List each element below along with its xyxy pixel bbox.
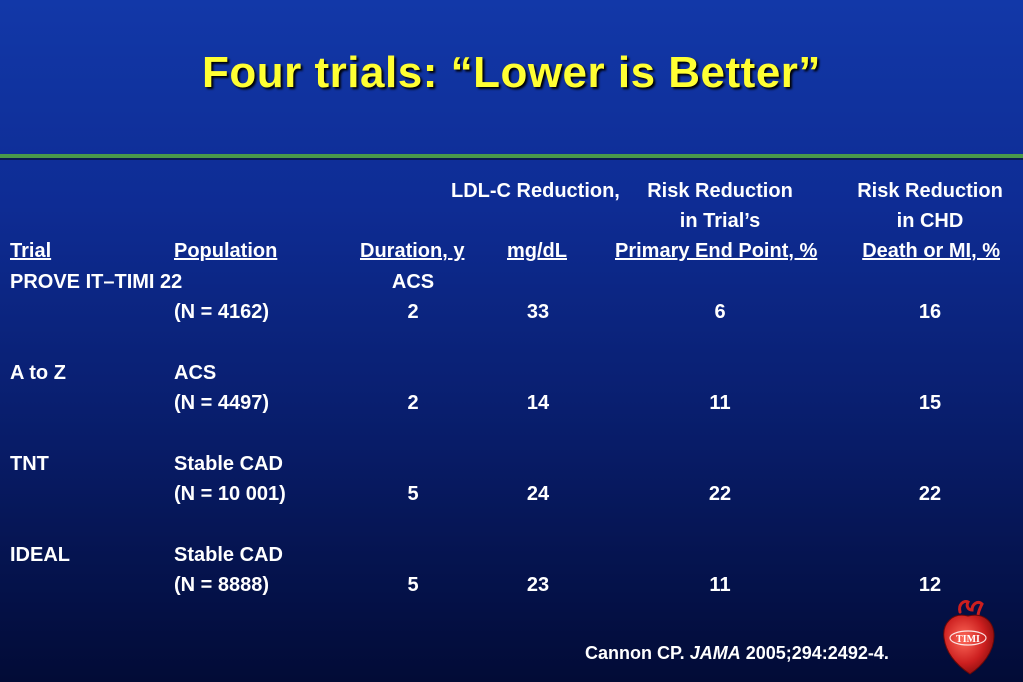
row-2-n: (N = 4497) bbox=[174, 392, 270, 414]
col-header-primary: Primary End Point, % bbox=[615, 240, 818, 262]
title-divider bbox=[0, 154, 1023, 160]
row-2-chd: 15 bbox=[918, 392, 942, 414]
row-3-chd: 22 bbox=[918, 483, 942, 505]
header-trial-risk-line1: Risk Reduction bbox=[647, 180, 793, 202]
row-3-primary: 22 bbox=[708, 483, 732, 505]
header-chd-risk-line1: Risk Reduction bbox=[857, 180, 1003, 202]
col-header-population: Population bbox=[174, 240, 278, 262]
row-2-primary: 11 bbox=[709, 392, 731, 414]
row-2-population: ACS bbox=[174, 362, 217, 384]
row-2-duration: 2 bbox=[407, 392, 419, 414]
row-1-n: (N = 4162) bbox=[174, 301, 270, 323]
timi-logo-icon: TIMI bbox=[943, 600, 995, 675]
slide-title: Four trials: “Lower is Better” bbox=[202, 48, 821, 97]
row-4-duration: 5 bbox=[407, 574, 419, 596]
row-2-ldl: 14 bbox=[526, 392, 550, 414]
citation-authors: Cannon CP. bbox=[585, 643, 685, 663]
row-3-n: (N = 10 001) bbox=[174, 483, 286, 505]
row-3-trial: TNT bbox=[10, 453, 49, 475]
row-1-chd: 16 bbox=[918, 301, 942, 323]
row-1-population: ACS bbox=[391, 271, 435, 293]
row-4-chd: 12 bbox=[918, 574, 942, 596]
row-3-duration: 5 bbox=[407, 483, 419, 505]
header-trial-risk-line2: in Trial’s bbox=[679, 210, 761, 232]
header-chd-risk-line2: in CHD bbox=[896, 210, 964, 232]
row-3-population: Stable CAD bbox=[174, 453, 283, 475]
row-1-ldl: 33 bbox=[526, 301, 550, 323]
header-ldl-line1: LDL-C Reduction, bbox=[451, 180, 620, 202]
col-header-duration: Duration, y bbox=[360, 240, 465, 262]
row-4-ldl: 23 bbox=[526, 574, 550, 596]
col-header-chd: Death or MI, % bbox=[862, 240, 1000, 262]
row-3-ldl: 24 bbox=[526, 483, 550, 505]
logo-text: TIMI bbox=[956, 634, 980, 645]
row-4-primary: 11 bbox=[709, 574, 731, 596]
row-1-trial: PROVE IT–TIMI 22 bbox=[10, 271, 183, 293]
col-header-trial: Trial bbox=[10, 240, 52, 262]
citation-details: 2005;294:2492-4. bbox=[745, 643, 889, 663]
col-header-ldl: mg/dL bbox=[507, 240, 567, 262]
row-2-trial: A to Z bbox=[10, 362, 66, 384]
row-4-trial: IDEAL bbox=[10, 544, 70, 566]
row-1-duration: 2 bbox=[407, 301, 419, 323]
citation-journal: JAMA bbox=[689, 643, 741, 663]
row-4-n: (N = 8888) bbox=[174, 574, 270, 596]
row-1-primary: 6 bbox=[714, 301, 726, 323]
row-4-population: Stable CAD bbox=[174, 544, 283, 566]
citation: Cannon CP. JAMA 2005;294:2492-4. bbox=[585, 643, 889, 664]
